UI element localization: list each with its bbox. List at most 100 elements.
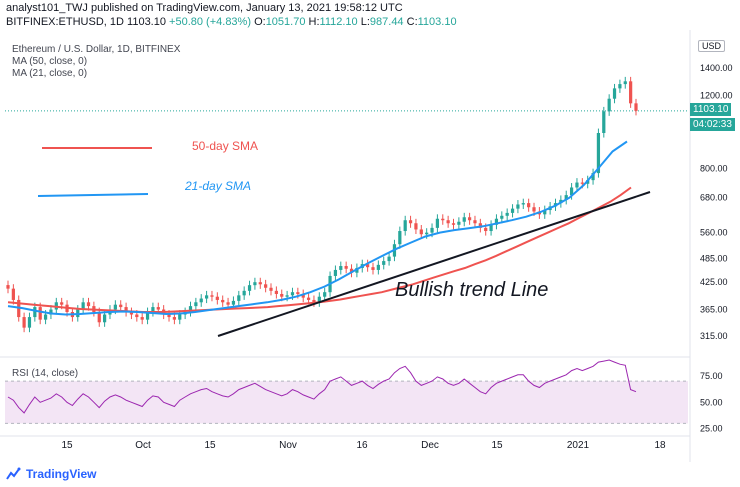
open-value: 1051.70 bbox=[265, 16, 306, 28]
rsi-band bbox=[5, 381, 688, 424]
candle-body bbox=[382, 261, 386, 265]
candle-body bbox=[290, 292, 295, 296]
candle-body bbox=[612, 88, 617, 99]
price-chart[interactable]: 1400.00 1200.00 800.00 680.00 560.00 485.00 42… bbox=[0, 30, 740, 462]
candle-body bbox=[119, 304, 123, 308]
candle-body bbox=[296, 292, 300, 294]
last-price: 1103.10 bbox=[127, 16, 166, 28]
candle-body bbox=[339, 266, 343, 270]
high-label: H: bbox=[308, 16, 320, 28]
candle-body bbox=[285, 295, 289, 297]
candle-body bbox=[129, 312, 134, 315]
rsi-tick-label: 25.00 bbox=[700, 424, 723, 434]
candle-body bbox=[242, 290, 246, 296]
rsi-tick-label: 75.00 bbox=[700, 371, 723, 381]
candle-body bbox=[312, 299, 316, 303]
candle-body bbox=[86, 302, 91, 307]
price-tick-label: 1200.00 bbox=[700, 91, 733, 101]
time-tick-label: 15 bbox=[61, 440, 73, 451]
candle-body bbox=[43, 314, 48, 320]
candle-body bbox=[280, 293, 284, 297]
candle-body bbox=[623, 81, 627, 85]
candle-body bbox=[124, 307, 128, 313]
candle-body bbox=[387, 256, 391, 262]
candle-body bbox=[634, 103, 638, 111]
candle-body bbox=[376, 264, 380, 270]
low-value: 987.44 bbox=[369, 16, 404, 28]
candle-body bbox=[221, 299, 225, 303]
candle-body bbox=[596, 133, 601, 174]
candle-body bbox=[564, 195, 568, 200]
candle-body bbox=[103, 314, 107, 323]
countdown-tag: 04:02:33 bbox=[690, 118, 735, 131]
time-tick-label: 16 bbox=[356, 440, 368, 451]
chart-header: analyst101_TWJ published on TradingView.… bbox=[0, 0, 740, 30]
candle-body bbox=[591, 173, 595, 181]
candle-body bbox=[258, 282, 262, 285]
chart-title-legend: Ethereum / U.S. Dollar, 1D, BITFINEX bbox=[12, 44, 181, 55]
candle-body bbox=[430, 227, 434, 233]
candle-body bbox=[253, 282, 257, 286]
candle-body bbox=[145, 312, 150, 320]
candle-body bbox=[618, 84, 622, 89]
time-tick-label: Oct bbox=[135, 440, 151, 451]
candle-body bbox=[446, 220, 450, 224]
candle-body bbox=[60, 302, 64, 305]
candle-body bbox=[199, 298, 203, 303]
candle-body bbox=[419, 229, 423, 235]
candle-body bbox=[22, 317, 26, 328]
candle-body bbox=[306, 297, 311, 300]
candle-body bbox=[178, 314, 182, 320]
candle-body bbox=[215, 296, 219, 300]
bullish-trend-line bbox=[217, 191, 651, 337]
time-tick-label: 18 bbox=[654, 440, 666, 451]
time-tick-label: 15 bbox=[204, 440, 216, 451]
candle-body bbox=[247, 285, 252, 291]
time-tick-label: 2021 bbox=[567, 440, 590, 451]
candle-body bbox=[489, 224, 493, 232]
candle-body bbox=[11, 288, 15, 300]
tradingview-brand[interactable]: TradingView bbox=[26, 467, 97, 481]
candle-body bbox=[167, 314, 171, 318]
candle-body bbox=[344, 266, 348, 269]
candle-body bbox=[226, 302, 230, 305]
price-tick-label: 485.00 bbox=[700, 253, 728, 263]
sma50-annotation-label: 50-day SMA bbox=[192, 139, 258, 153]
candle-body bbox=[269, 287, 273, 291]
close-value: 1103.10 bbox=[417, 16, 457, 28]
candle-body bbox=[414, 223, 418, 230]
candle-body bbox=[371, 267, 375, 270]
candle-body bbox=[462, 217, 466, 222]
time-tick-label: 15 bbox=[491, 440, 503, 451]
candle-body bbox=[569, 187, 574, 196]
candle-body bbox=[349, 268, 354, 273]
candle-body bbox=[484, 227, 488, 232]
candle-body bbox=[516, 204, 520, 209]
footer: TradingView bbox=[0, 462, 740, 487]
change-value: +50.80 (+4.83%) bbox=[169, 16, 251, 28]
price-tick-label: 315.00 bbox=[700, 331, 728, 341]
candle-body bbox=[33, 307, 37, 318]
candle-body bbox=[323, 292, 327, 297]
candle-body bbox=[629, 81, 633, 104]
price-tick-label: 1400.00 bbox=[700, 63, 733, 73]
candle-body bbox=[38, 307, 42, 320]
candle-body bbox=[435, 218, 440, 228]
ma21-line bbox=[7, 140, 628, 316]
current-price-tag: 1103.10 bbox=[690, 103, 732, 116]
price-tick-label: 800.00 bbox=[700, 164, 728, 174]
symbol-label: BITFINEX:ETHUSD, 1D bbox=[6, 16, 124, 28]
currency-button[interactable]: USD bbox=[698, 40, 726, 52]
candle-body bbox=[204, 295, 209, 299]
author-line: analyst101_TWJ published on TradingView.… bbox=[6, 2, 403, 14]
candle-body bbox=[494, 218, 499, 225]
candle-body bbox=[543, 210, 547, 215]
candle-body bbox=[210, 295, 214, 297]
candle-body bbox=[231, 300, 236, 305]
ma21-legend: MA (21, close, 0) bbox=[12, 68, 88, 79]
candle-body bbox=[237, 295, 241, 301]
candle-body bbox=[188, 306, 193, 313]
candle-body bbox=[580, 182, 584, 184]
price-tick-label: 425.00 bbox=[700, 277, 728, 287]
candle-body bbox=[403, 220, 407, 232]
